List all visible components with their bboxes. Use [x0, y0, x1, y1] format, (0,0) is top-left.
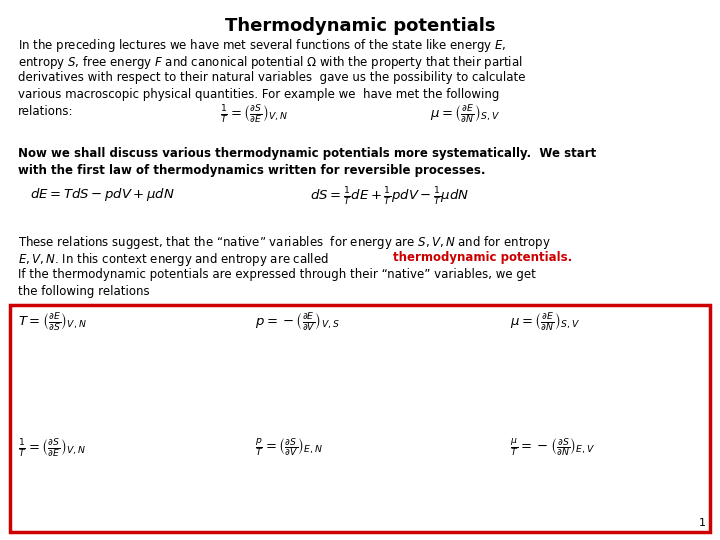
Text: $\frac{1}{T} = \left(\frac{\partial S}{\partial E}\right)_{V,N}$: $\frac{1}{T} = \left(\frac{\partial S}{\…: [18, 437, 86, 458]
Text: entropy $S$, free energy $F$ and canonical potential $\Omega$ with the property : entropy $S$, free energy $F$ and canonic…: [18, 54, 523, 71]
Text: If the thermodynamic potentials are expressed through their “native” variables, : If the thermodynamic potentials are expr…: [18, 268, 536, 281]
Text: $\mu = \left(\frac{\partial E}{\partial N}\right)_{S,V}$: $\mu = \left(\frac{\partial E}{\partial …: [510, 311, 580, 333]
Text: relations:: relations:: [18, 105, 73, 118]
Text: In the preceding lectures we have met several functions of the state like energy: In the preceding lectures we have met se…: [18, 37, 507, 54]
Text: derivatives with respect to their natural variables  gave us the possibility to : derivatives with respect to their natura…: [18, 71, 526, 84]
Text: the following relations: the following relations: [18, 285, 150, 298]
Text: thermodynamic potentials.: thermodynamic potentials.: [393, 251, 572, 264]
Text: $dS = \frac{1}{T}dE + \frac{1}{T}pdV - \frac{1}{T}\mu dN$: $dS = \frac{1}{T}dE + \frac{1}{T}pdV - \…: [310, 186, 469, 208]
Text: $p = -\left(\frac{\partial E}{\partial V}\right)_{V,S}$: $p = -\left(\frac{\partial E}{\partial V…: [255, 311, 340, 333]
Text: $dE = TdS - pdV + \mu dN$: $dE = TdS - pdV + \mu dN$: [30, 186, 175, 203]
Text: various macroscopic physical quantities. For example we  have met the following: various macroscopic physical quantities.…: [18, 88, 500, 101]
Bar: [10, 305, 710, 532]
Text: $\mu = \left(\frac{\partial E}{\partial N}\right)_{S,V}$: $\mu = \left(\frac{\partial E}{\partial …: [430, 103, 500, 125]
Text: Thermodynamic potentials: Thermodynamic potentials: [225, 17, 495, 35]
Text: $E, V, N$. In this context energy and entropy are called: $E, V, N$. In this context energy and en…: [18, 251, 330, 268]
Text: $\frac{1}{T} = \left(\frac{\partial S}{\partial E}\right)_{V,N}$: $\frac{1}{T} = \left(\frac{\partial S}{\…: [220, 103, 288, 125]
Text: $\frac{\mu}{T} = -\left(\frac{\partial S}{\partial N}\right)_{E,V}$: $\frac{\mu}{T} = -\left(\frac{\partial S…: [510, 437, 595, 458]
Text: Now we shall discuss various thermodynamic potentials more systematically.  We s: Now we shall discuss various thermodynam…: [18, 147, 596, 160]
Text: These relations suggest, that the “native” variables  for energy are $S, V, N$ a: These relations suggest, that the “nativ…: [18, 234, 551, 251]
Text: with the first law of thermodynamics written for reversible processes.: with the first law of thermodynamics wri…: [18, 164, 485, 177]
Text: $T = \left(\frac{\partial E}{\partial S}\right)_{V,N}$: $T = \left(\frac{\partial E}{\partial S}…: [18, 311, 86, 333]
Text: $\frac{p}{T} = \left(\frac{\partial S}{\partial V}\right)_{E,N}$: $\frac{p}{T} = \left(\frac{\partial S}{\…: [255, 437, 323, 458]
Text: 1: 1: [699, 518, 706, 528]
